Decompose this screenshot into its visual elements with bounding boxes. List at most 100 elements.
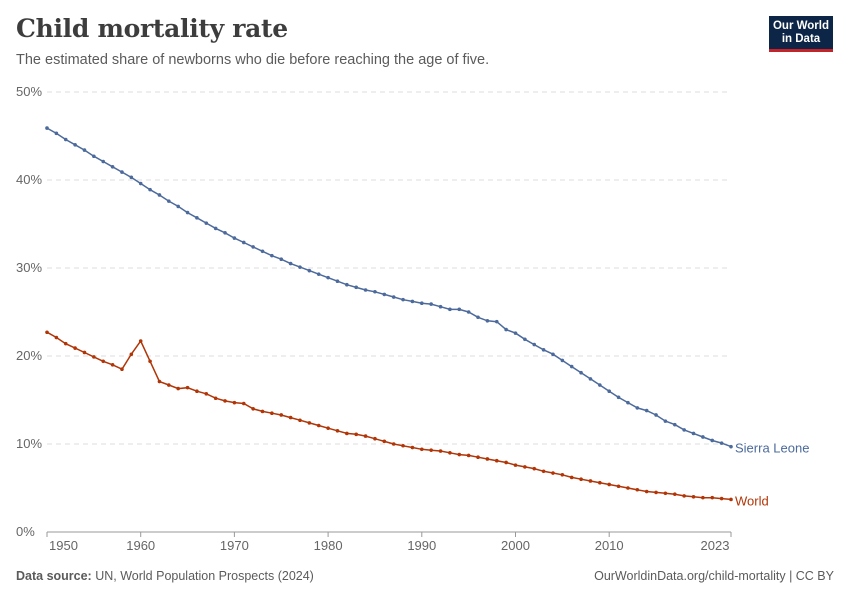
sierra-leone-point: [719, 441, 724, 445]
sierra-leone-point: [298, 265, 302, 269]
sierra-leone-point: [626, 400, 630, 405]
world-point: [195, 389, 199, 394]
sierra-leone-point: [551, 352, 555, 357]
sierra-leone-point: [148, 187, 152, 192]
sierra-leone-point: [663, 419, 668, 423]
world-point: [270, 411, 274, 416]
sierra-leone-point: [729, 444, 733, 449]
sierra-leone-point: [63, 137, 68, 142]
world-point: [279, 413, 284, 417]
sierra-leone-point: [82, 148, 87, 152]
world-point: [579, 477, 583, 482]
sierra-leone-point: [213, 226, 218, 231]
sierra-leone-point: [579, 370, 583, 375]
world-point: [410, 445, 415, 450]
sierra-leone-point: [335, 279, 340, 284]
sierra-leone-point: [204, 221, 209, 225]
sierra-leone-point: [672, 422, 677, 427]
sierra-leone-point: [691, 431, 696, 436]
world-point: [223, 399, 227, 403]
sierra-leone-point: [157, 193, 162, 197]
x-tick-label: 2000: [501, 538, 530, 553]
world-point: [457, 452, 462, 457]
sierra-leone-point: [494, 319, 499, 324]
world-point: [682, 494, 686, 498]
sierra-leone-point: [195, 216, 199, 220]
y-tick-label: 20%: [16, 348, 42, 363]
sierra-leone-line: [46, 127, 732, 448]
sierra-leone-point: [232, 236, 237, 240]
world-point: [148, 359, 152, 364]
sierra-leone-point: [316, 272, 321, 276]
sierra-leone-point: [410, 299, 415, 304]
y-tick-label: 10%: [16, 436, 42, 451]
world-point: [213, 396, 218, 401]
sierra-leone-point: [560, 358, 565, 363]
sierra-leone-point: [607, 389, 611, 394]
sierra-leone-point: [448, 307, 452, 312]
x-tick-label: 1990: [407, 538, 436, 553]
sierra-leone-point: [176, 204, 180, 209]
sierra-leone-point: [438, 304, 443, 309]
world-point: [167, 383, 171, 387]
sierra-leone-point: [513, 331, 518, 335]
world-point: [560, 473, 565, 477]
world-point: [504, 460, 508, 465]
sierra-leone-point: [326, 275, 330, 280]
world-point: [588, 479, 593, 483]
footer-link[interactable]: OurWorldinData.org/child-mortality | CC …: [594, 569, 834, 583]
world-line: [46, 331, 732, 501]
world-point: [598, 480, 602, 485]
sierra-leone-point: [120, 170, 124, 174]
x-tick-label: 1950: [49, 538, 78, 553]
world-point: [363, 434, 368, 438]
world-point: [185, 385, 190, 390]
sierra-leone-point: [710, 438, 715, 443]
sierra-leone-point: [167, 199, 171, 203]
world-point: [260, 409, 265, 414]
x-tick-label: 2023: [701, 538, 730, 553]
world-point: [644, 489, 649, 494]
world-point: [429, 448, 433, 452]
sierra-leone-point: [382, 292, 387, 297]
world-point: [494, 458, 499, 463]
sierra-leone-point: [73, 143, 77, 147]
world-point: [532, 466, 537, 471]
sierra-leone-point: [101, 159, 106, 164]
owid-logo[interactable]: Our World in Data: [769, 16, 833, 52]
world-point: [63, 341, 68, 346]
world-point: [251, 407, 255, 411]
logo-line-1: Our World: [772, 20, 829, 32]
sierra-leone-point: [541, 348, 546, 352]
world-point: [316, 423, 321, 428]
sierra-leone-point: [616, 395, 621, 400]
sierra-leone-point: [260, 249, 265, 254]
world-point: [569, 475, 574, 480]
sierra-leone-point: [270, 253, 274, 258]
sierra-leone-point: [307, 268, 312, 273]
sierra-leone-point: [466, 310, 471, 314]
world-point: [129, 352, 134, 357]
world-point: [607, 482, 611, 487]
world-point: [54, 335, 59, 340]
world-point: [382, 439, 387, 444]
sierra-leone-point: [345, 282, 349, 287]
sierra-leone-point: [429, 302, 433, 306]
world-point: [73, 346, 77, 350]
world-point: [373, 436, 377, 441]
world-point: [101, 359, 106, 364]
sierra-leone-point: [185, 210, 190, 215]
world-point: [401, 443, 405, 448]
world-point: [419, 447, 424, 452]
sierra-leone-point: [523, 337, 527, 342]
sierra-leone-point: [288, 261, 293, 266]
world-point: [551, 471, 555, 475]
x-tick-label: 1980: [314, 538, 343, 553]
source-text: UN, World Population Prospects (2024): [95, 569, 314, 583]
sierra-leone-point: [401, 297, 405, 302]
world-point: [335, 429, 340, 433]
world-point: [82, 350, 87, 355]
world-point: [663, 491, 668, 496]
chart-title: Child mortality rate: [16, 14, 288, 43]
y-tick-label: 40%: [16, 172, 42, 187]
